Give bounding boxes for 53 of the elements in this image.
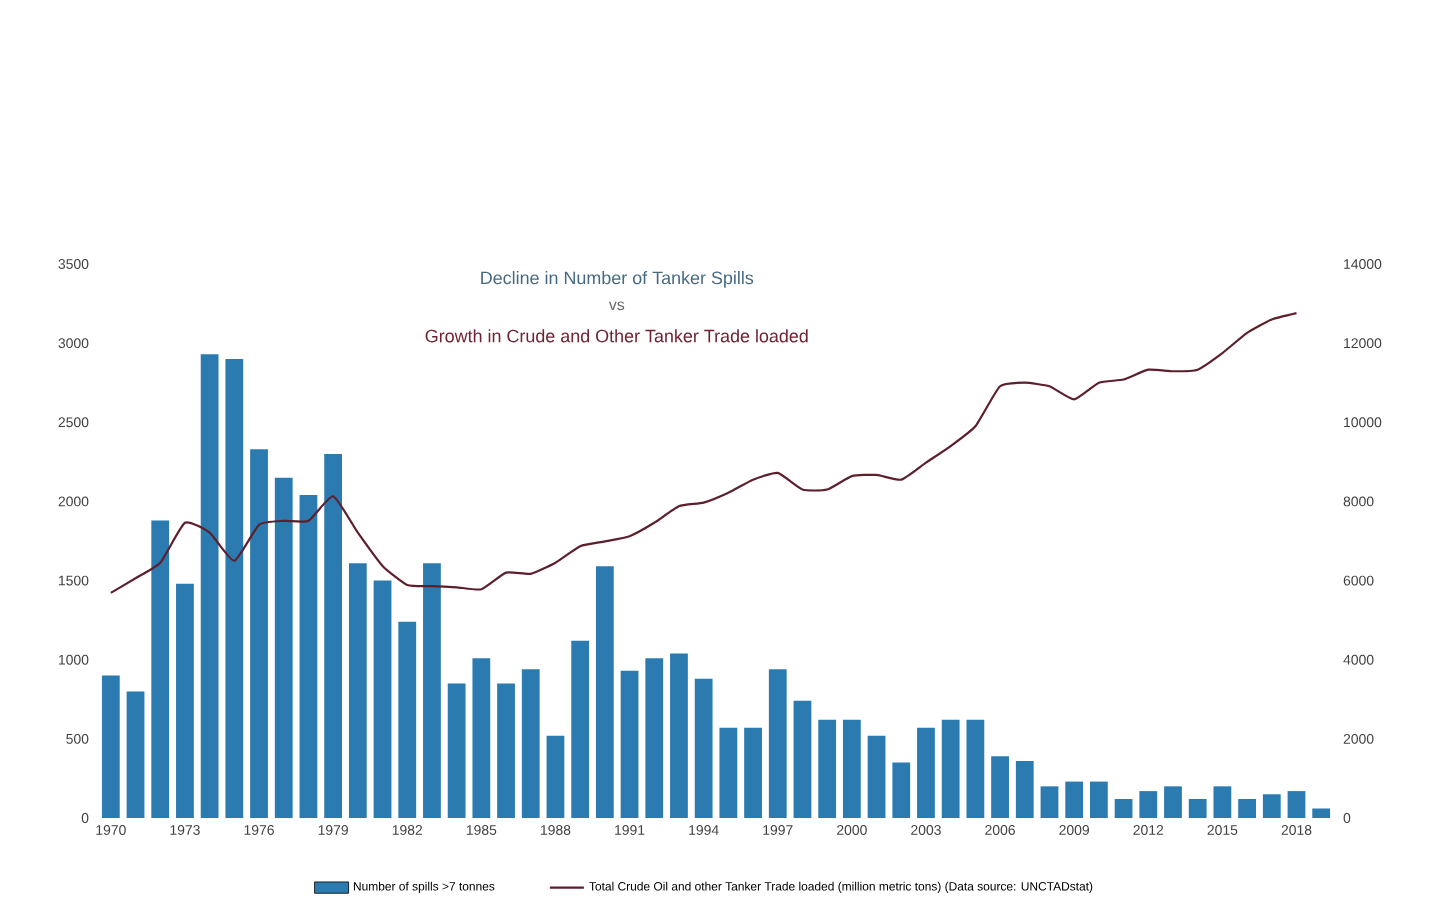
bar bbox=[398, 621, 417, 818]
bar bbox=[941, 719, 960, 818]
bar bbox=[670, 653, 688, 818]
bar bbox=[373, 580, 392, 818]
bar bbox=[1114, 799, 1133, 818]
bar bbox=[1065, 781, 1084, 818]
bar bbox=[176, 583, 194, 818]
bar bbox=[620, 670, 639, 818]
bar bbox=[1287, 791, 1306, 818]
bar bbox=[645, 658, 664, 818]
bar bbox=[719, 727, 738, 818]
bar bbox=[842, 719, 861, 818]
bar bbox=[324, 453, 343, 818]
chart-title: Decline in Number of Tanker Spills bbox=[481, 271, 754, 288]
bar bbox=[793, 700, 812, 818]
bar bbox=[917, 727, 935, 818]
bar bbox=[768, 669, 787, 818]
bar bbox=[299, 495, 318, 818]
bar bbox=[1262, 794, 1281, 818]
bar bbox=[447, 683, 466, 818]
bar bbox=[423, 563, 441, 818]
bar bbox=[151, 520, 170, 818]
bar bbox=[818, 719, 837, 818]
bar bbox=[1139, 791, 1158, 818]
bar bbox=[991, 756, 1009, 818]
bar bbox=[274, 477, 293, 818]
bar bbox=[1040, 786, 1059, 818]
bar bbox=[867, 735, 886, 818]
bar bbox=[497, 683, 515, 818]
text: Growth in Crude and Other Tanker Trade loaded bbox=[425, 329, 808, 343]
bar bbox=[571, 640, 590, 818]
bar bbox=[101, 675, 120, 818]
bar bbox=[892, 762, 911, 818]
line-series bbox=[109, 311, 1298, 594]
bar bbox=[126, 691, 145, 818]
bar bbox=[1188, 799, 1207, 818]
bar bbox=[1015, 761, 1034, 818]
bar bbox=[250, 449, 268, 818]
bar bbox=[595, 566, 614, 818]
bar bbox=[546, 735, 565, 818]
bar bbox=[225, 358, 244, 818]
bar bbox=[472, 658, 491, 818]
bar bbox=[744, 727, 762, 818]
bar bbox=[1089, 781, 1108, 818]
bar bbox=[1213, 786, 1232, 818]
bar bbox=[966, 719, 985, 818]
bar bbox=[1164, 786, 1182, 818]
bar bbox=[1312, 808, 1331, 818]
bar bbox=[1238, 799, 1256, 818]
bar bbox=[200, 354, 219, 818]
bar bbox=[694, 678, 713, 818]
bar bbox=[521, 669, 540, 818]
bar bbox=[348, 563, 367, 818]
